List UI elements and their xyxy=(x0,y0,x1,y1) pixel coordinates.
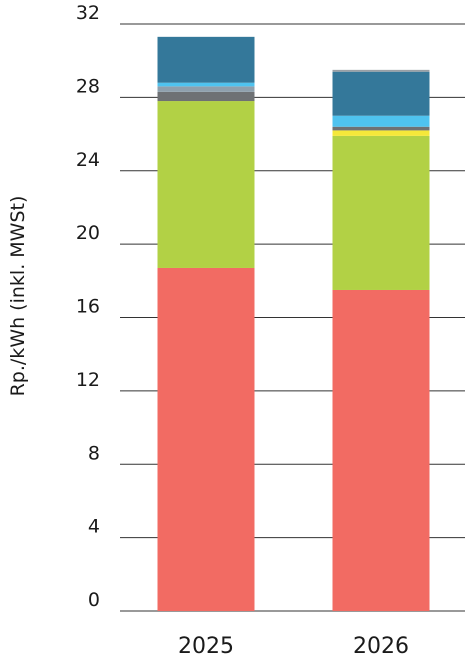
bar-segment-2025-6 xyxy=(157,36,255,83)
bar-segment-2025-4 xyxy=(157,86,255,92)
y-tick-label: 4 xyxy=(88,516,100,538)
bar-segment-2025-1 xyxy=(157,101,255,268)
bar-segment-2026-3 xyxy=(332,126,430,131)
bar-segment-2026-1 xyxy=(332,135,430,290)
bar-segment-2026-5 xyxy=(332,115,430,127)
bar-segment-2026-7 xyxy=(332,69,430,72)
bar-segment-2026-2 xyxy=(332,130,430,136)
y-tick-label: 28 xyxy=(76,75,100,97)
category-label-2025: 2025 xyxy=(178,634,234,659)
y-axis-title: Rp./kWh (inkl. MWSt) xyxy=(7,196,29,397)
y-tick-label: 8 xyxy=(88,442,100,464)
y-tick-label: 0 xyxy=(88,589,100,611)
bar-segment-2026-6 xyxy=(332,71,430,116)
bar-segment-2025-3 xyxy=(157,91,255,102)
y-tick-label: 20 xyxy=(76,222,100,244)
y-tick-label: 12 xyxy=(76,369,100,391)
y-tick-label: 32 xyxy=(76,2,100,24)
bar-segment-2026-0 xyxy=(332,289,430,611)
bar-segment-2025-5 xyxy=(157,82,255,87)
category-labels: 2025 2026 xyxy=(178,634,409,659)
bar-segment-2025-0 xyxy=(157,267,255,611)
bar-segments xyxy=(157,36,430,611)
y-tick-labels: 0 4 8 12 16 20 24 28 32 xyxy=(76,2,100,611)
category-label-2026: 2026 xyxy=(353,634,409,659)
y-tick-label: 16 xyxy=(76,296,100,318)
y-tick-label: 24 xyxy=(76,149,100,171)
